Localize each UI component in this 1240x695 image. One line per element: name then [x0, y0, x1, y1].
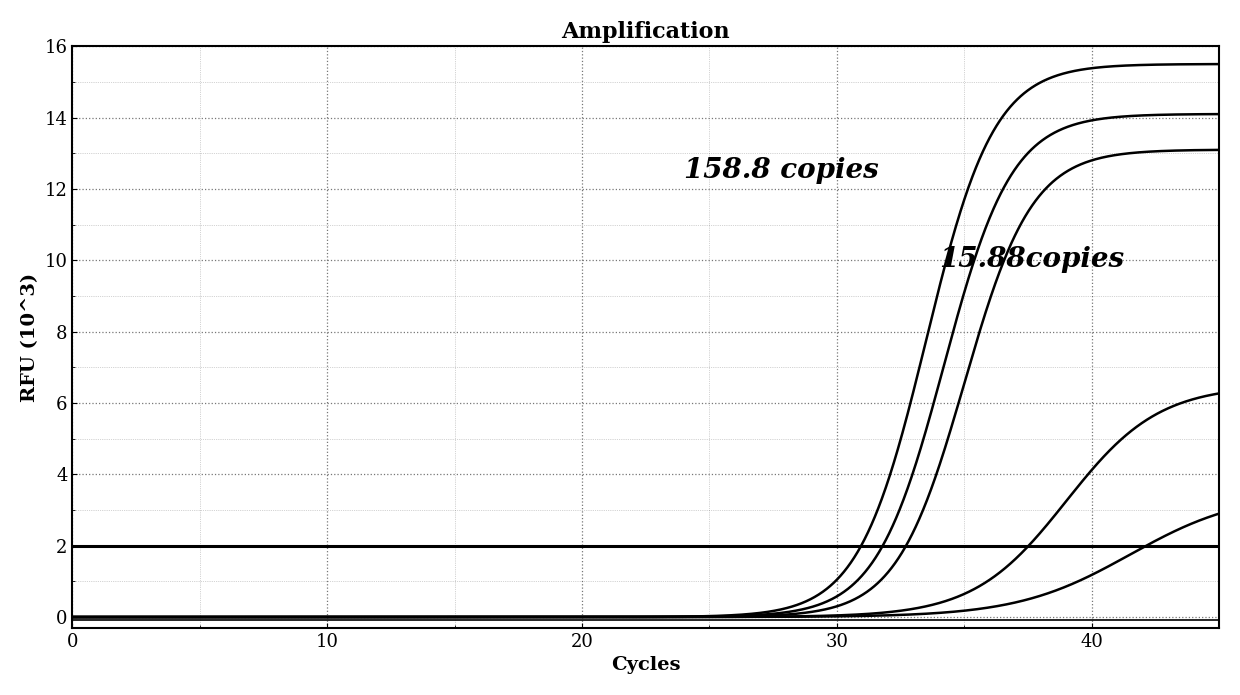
Text: 158.8 copies: 158.8 copies: [684, 157, 879, 184]
Title: Amplification: Amplification: [562, 21, 730, 43]
Text: 15.88copies: 15.88copies: [939, 247, 1123, 273]
X-axis label: Cycles: Cycles: [611, 656, 681, 674]
Y-axis label: RFU (10^3): RFU (10^3): [21, 272, 38, 402]
